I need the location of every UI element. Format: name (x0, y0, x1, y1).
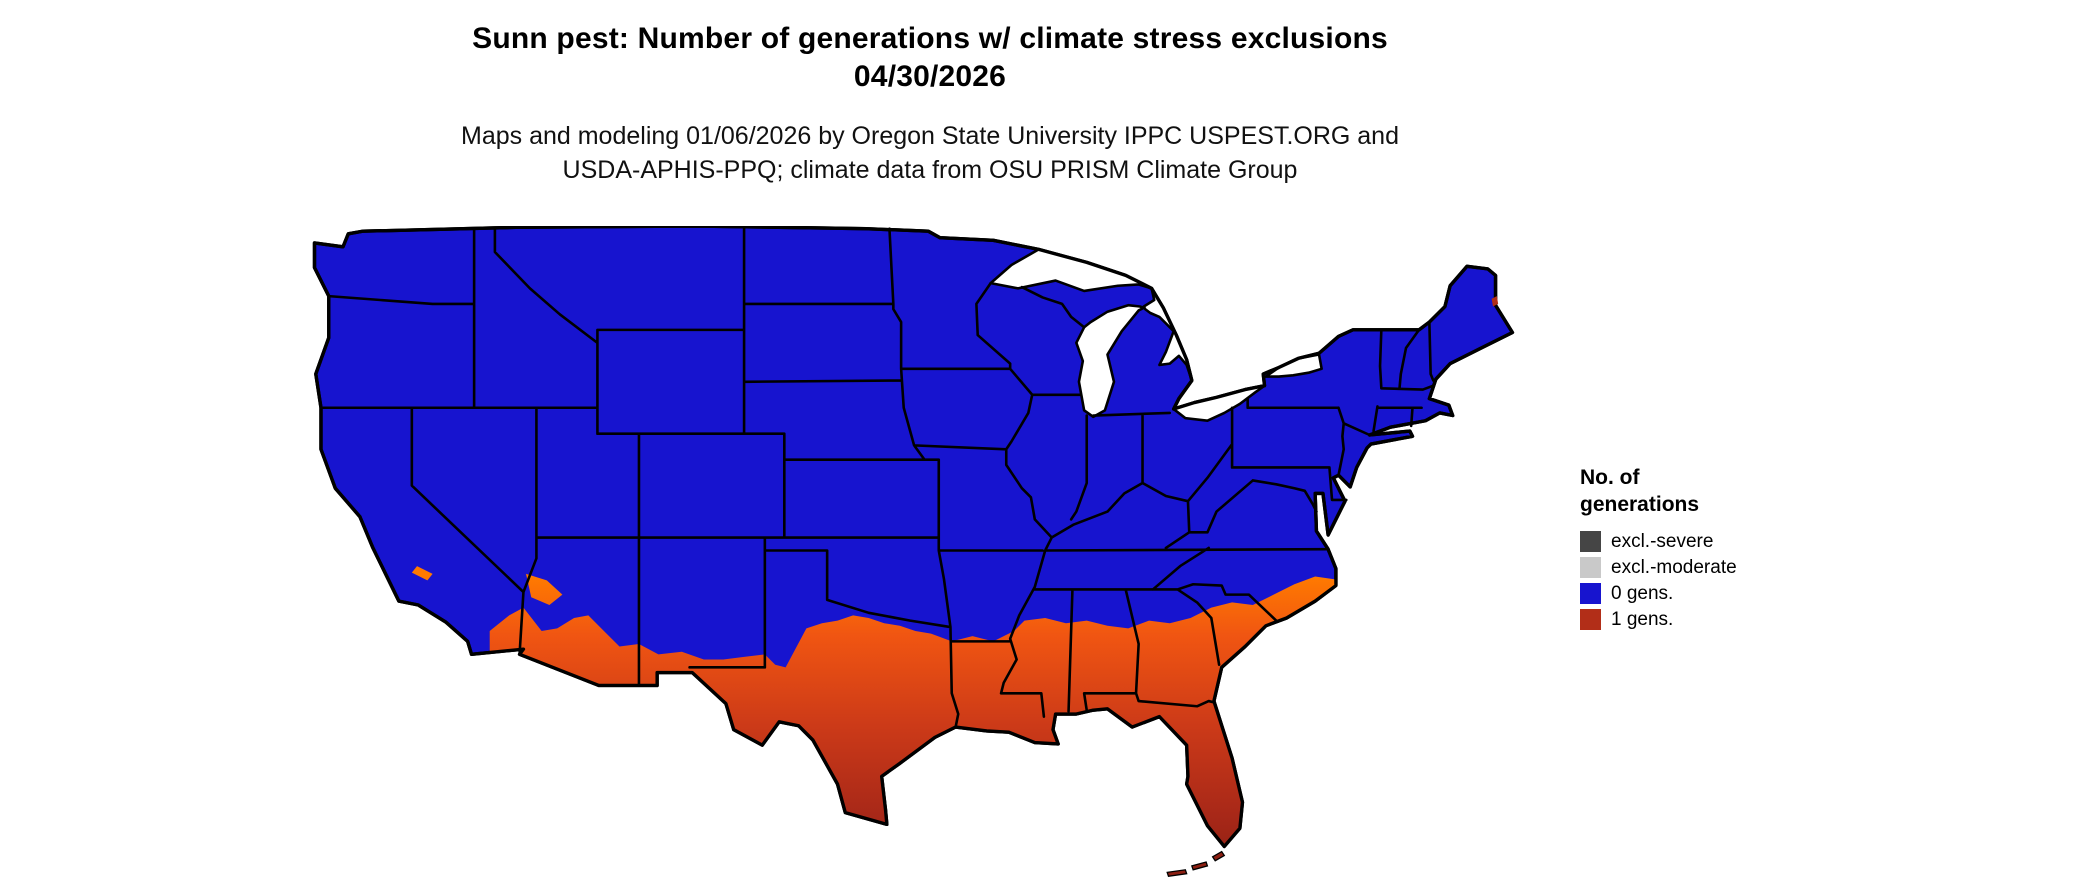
state-borders (319, 227, 1435, 729)
legend-swatch-excl-moderate (1580, 557, 1601, 578)
map-subtitle-line1: Maps and modeling 01/06/2026 by Oregon S… (461, 122, 1399, 150)
florida-keys (1166, 850, 1226, 877)
arizona-interior-patch (526, 573, 563, 606)
lake-ontario (1261, 353, 1323, 378)
legend-item-1-gens: 1 gens. (1580, 609, 1860, 630)
legend-label-0-gens: 0 gens. (1611, 583, 1674, 604)
legend-swatch-1-gens (1580, 609, 1601, 630)
legend-item-excl-moderate: excl.-moderate (1580, 557, 1860, 578)
map-title-line1: Sunn pest: Number of generations w/ clim… (472, 22, 1388, 55)
legend-label-1-gens: 1 gens. (1611, 609, 1674, 630)
legend-label-excl-moderate: excl.-moderate (1611, 557, 1737, 578)
legend: No. of generations excl.-severe excl.-mo… (1580, 464, 1860, 635)
lake-michigan (1075, 303, 1146, 419)
map-subtitle-line2: USDA-APHIS-PPQ; climate data from OSU PR… (562, 156, 1298, 184)
legend-item-0-gens: 0 gens. (1580, 583, 1860, 604)
legend-label-excl-severe: excl.-severe (1611, 531, 1714, 552)
us-generations-map (312, 226, 1515, 877)
california-valley-patch (411, 566, 433, 581)
legend-title-line2: generations (1580, 493, 1700, 516)
legend-swatch-0-gens (1580, 583, 1601, 604)
legend-item-excl-severe: excl.-severe (1580, 531, 1860, 552)
map-title-date: 04/30/2026 (853, 60, 1007, 93)
legend-title: No. of generations (1580, 464, 1860, 518)
legend-swatch-excl-severe (1580, 531, 1601, 552)
legend-items: excl.-severe excl.-moderate 0 gens. 1 ge… (1580, 531, 1860, 630)
legend-title-line1: No. of (1580, 466, 1640, 489)
maine-border-red-sliver (1491, 296, 1499, 307)
